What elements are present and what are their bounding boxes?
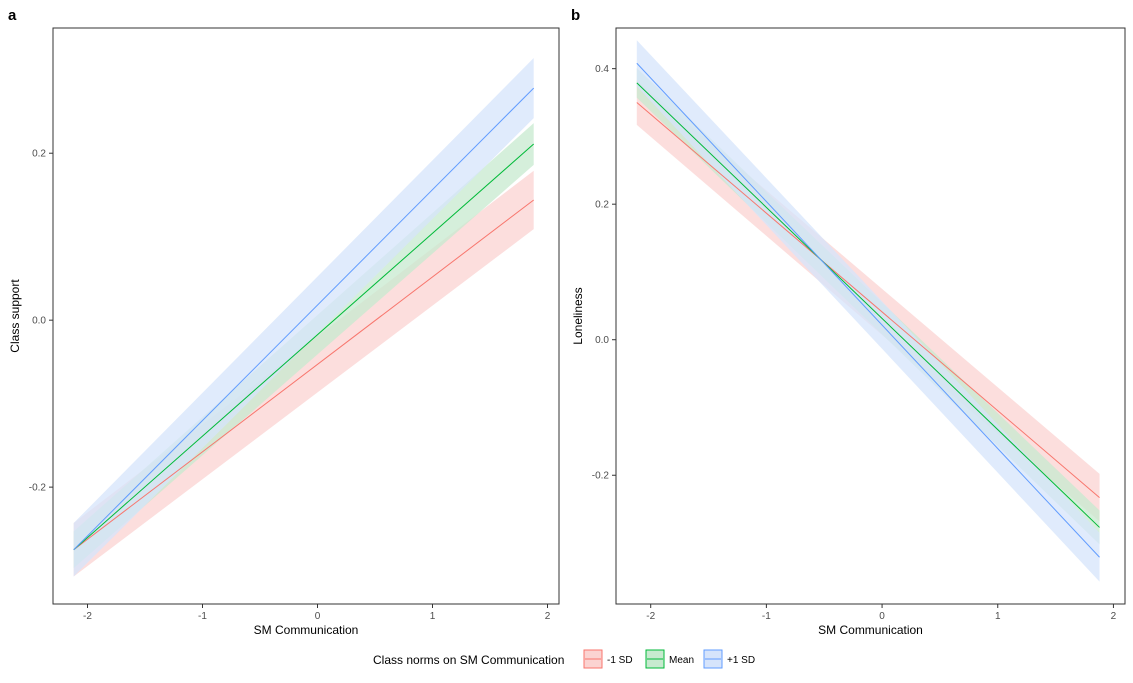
legend-key-1-sd: +1 SD bbox=[703, 649, 755, 669]
legend-label-1-sd: +1 SD bbox=[727, 655, 755, 666]
y-tick-label-b-3: 0.4 bbox=[595, 64, 609, 75]
x-tick-label-b-2: 0 bbox=[879, 611, 885, 622]
y-axis-title-b: Loneliness bbox=[571, 287, 585, 344]
ci-band-1-sd-a bbox=[73, 58, 534, 577]
x-tick-label-b-0: -2 bbox=[646, 611, 655, 622]
panel-border-b bbox=[615, 27, 1126, 605]
legend-key-1-sd: -1 SD bbox=[583, 649, 633, 669]
series-line-1-sd-b bbox=[636, 62, 1100, 558]
legend-title: Class norms on SM Communication bbox=[373, 653, 564, 667]
panel-letter-b: b bbox=[571, 7, 580, 24]
y-axis-title-a: Class support bbox=[8, 279, 22, 353]
y-tick-label-b-2: 0.2 bbox=[595, 200, 609, 211]
legend-label-mean: Mean bbox=[669, 655, 694, 666]
legend-key-mean: Mean bbox=[645, 649, 694, 669]
y-tick-label-b-1: 0.0 bbox=[595, 335, 609, 346]
legend: Class norms on SM Communication -1 SD Mea… bbox=[373, 649, 755, 669]
series-line-1-sd-a bbox=[73, 199, 535, 551]
x-tick-label-a-2: 0 bbox=[315, 611, 321, 622]
x-axis-title-a: SM Communication bbox=[254, 623, 359, 637]
x-tick-label-a-0: -2 bbox=[83, 611, 92, 622]
x-tick-label-b-1: -1 bbox=[762, 611, 771, 622]
ci-band-1-sd-a bbox=[73, 170, 534, 577]
series-line-mean-a bbox=[73, 143, 535, 551]
y-tick-label-a-1: 0.0 bbox=[32, 316, 46, 327]
x-tick-label-b-4: 2 bbox=[1111, 611, 1117, 622]
x-tick-label-a-1: -1 bbox=[198, 611, 207, 622]
panel-letter-a: a bbox=[8, 7, 17, 24]
panel-a-class-support: -2 -1 0 1 2 -0.2 0.0 0.2 SM Communication Class s… bbox=[8, 27, 560, 637]
panel-b-loneliness: -2 -1 0 1 2 -0.2 0.0 0.2 0.4 SM Communication Lone… bbox=[571, 27, 1126, 637]
x-tick-label-a-3: 1 bbox=[430, 611, 436, 622]
y-tick-label-a-0: -0.2 bbox=[29, 483, 47, 494]
panel-border-a bbox=[52, 27, 560, 605]
series-line-1-sd-b bbox=[636, 102, 1100, 498]
y-tick-label-a-2: 0.2 bbox=[32, 149, 46, 160]
legend-label-1-sd: -1 SD bbox=[607, 655, 633, 666]
x-tick-label-b-3: 1 bbox=[995, 611, 1001, 622]
x-tick-label-a-4: 2 bbox=[545, 611, 551, 622]
y-tick-label-b-0: -0.2 bbox=[592, 471, 610, 482]
series-line-1-sd-a bbox=[73, 87, 535, 551]
series-line-mean-b bbox=[636, 82, 1100, 528]
x-axis-title-b: SM Communication bbox=[818, 623, 923, 637]
